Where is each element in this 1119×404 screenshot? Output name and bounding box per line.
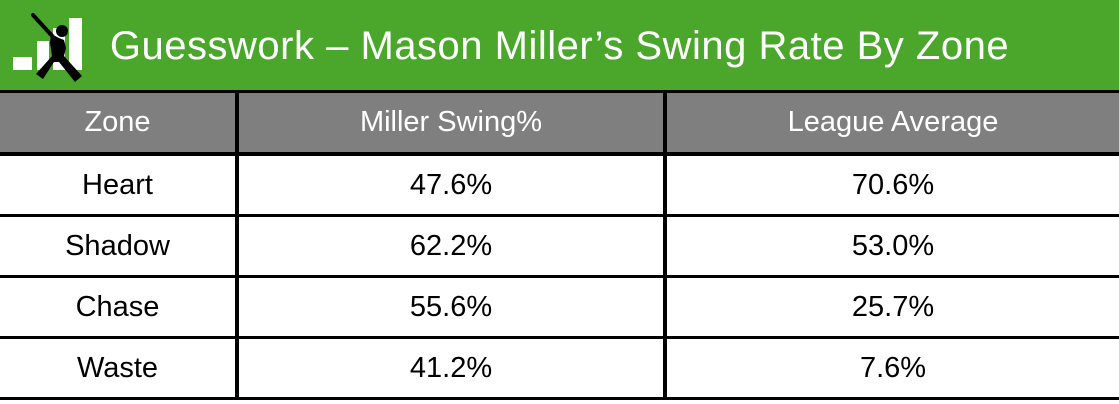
page-title: Guesswork – Mason Miller’s Swing Rate By… — [109, 24, 1010, 68]
zone-cell: Shadow — [0, 214, 239, 278]
column-header-league-average: League Average — [663, 90, 1119, 156]
batter-chart-logo-icon — [13, 13, 82, 82]
banner: Guesswork – Mason Miller’s Swing Rate By… — [0, 0, 1119, 90]
league-average-cell: 7.6% — [663, 336, 1119, 400]
miller-swing-cell: 47.6% — [235, 152, 667, 217]
zone-cell: Chase — [0, 275, 239, 339]
zone-cell: Heart — [0, 152, 239, 217]
miller-swing-cell: 41.2% — [235, 336, 667, 400]
league-average-cell: 25.7% — [663, 275, 1119, 339]
table-row: Waste 41.2% 7.6% — [0, 336, 1119, 400]
table-row: Chase 55.6% 25.7% — [0, 275, 1119, 339]
miller-swing-cell: 55.6% — [235, 275, 667, 339]
column-header-miller-swing: Miller Swing% — [235, 90, 667, 156]
miller-swing-cell: 62.2% — [235, 214, 667, 278]
swing-rate-table: Zone Miller Swing% League Average Heart … — [0, 90, 1119, 400]
table-row: Shadow 62.2% 53.0% — [0, 214, 1119, 278]
table-row: Heart 47.6% 70.6% — [0, 152, 1119, 217]
zone-cell: Waste — [0, 336, 239, 400]
league-average-cell: 53.0% — [663, 214, 1119, 278]
table-header-row: Zone Miller Swing% League Average — [0, 90, 1119, 156]
column-header-zone: Zone — [0, 90, 239, 156]
league-average-cell: 70.6% — [663, 152, 1119, 217]
